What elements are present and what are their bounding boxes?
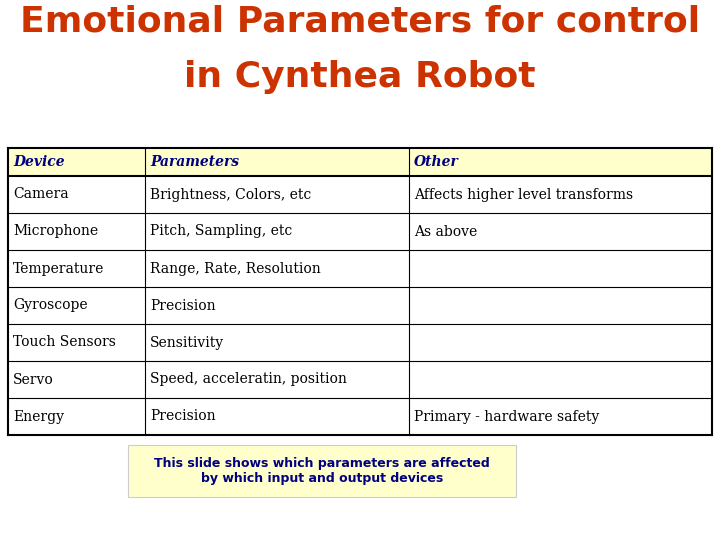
Text: This slide shows which parameters are affected
by which input and output devices: This slide shows which parameters are af… <box>154 457 490 485</box>
Text: Servo: Servo <box>13 373 54 387</box>
Text: Temperature: Temperature <box>13 261 104 275</box>
Text: Parameters: Parameters <box>150 155 239 169</box>
Text: Microphone: Microphone <box>13 225 98 239</box>
Text: Sensitivity: Sensitivity <box>150 335 225 349</box>
Text: Brightness, Colors, etc: Brightness, Colors, etc <box>150 187 312 201</box>
Text: Camera: Camera <box>13 187 68 201</box>
FancyBboxPatch shape <box>128 445 516 497</box>
Text: Other: Other <box>414 155 459 169</box>
Text: Precision: Precision <box>150 409 216 423</box>
Text: in Cynthea Robot: in Cynthea Robot <box>184 60 536 94</box>
Text: Device: Device <box>13 155 65 169</box>
Text: As above: As above <box>414 225 477 239</box>
Text: Affects higher level transforms: Affects higher level transforms <box>414 187 634 201</box>
Text: Energy: Energy <box>13 409 64 423</box>
Text: Pitch, Sampling, etc: Pitch, Sampling, etc <box>150 225 292 239</box>
Text: Precision: Precision <box>150 299 216 313</box>
Text: Range, Rate, Resolution: Range, Rate, Resolution <box>150 261 321 275</box>
Text: Speed, acceleratin, position: Speed, acceleratin, position <box>150 373 347 387</box>
Text: Touch Sensors: Touch Sensors <box>13 335 116 349</box>
Text: Gyroscope: Gyroscope <box>13 299 88 313</box>
Text: Primary - hardware safety: Primary - hardware safety <box>414 409 600 423</box>
Text: Emotional Parameters for control: Emotional Parameters for control <box>20 5 700 39</box>
FancyBboxPatch shape <box>8 148 712 176</box>
